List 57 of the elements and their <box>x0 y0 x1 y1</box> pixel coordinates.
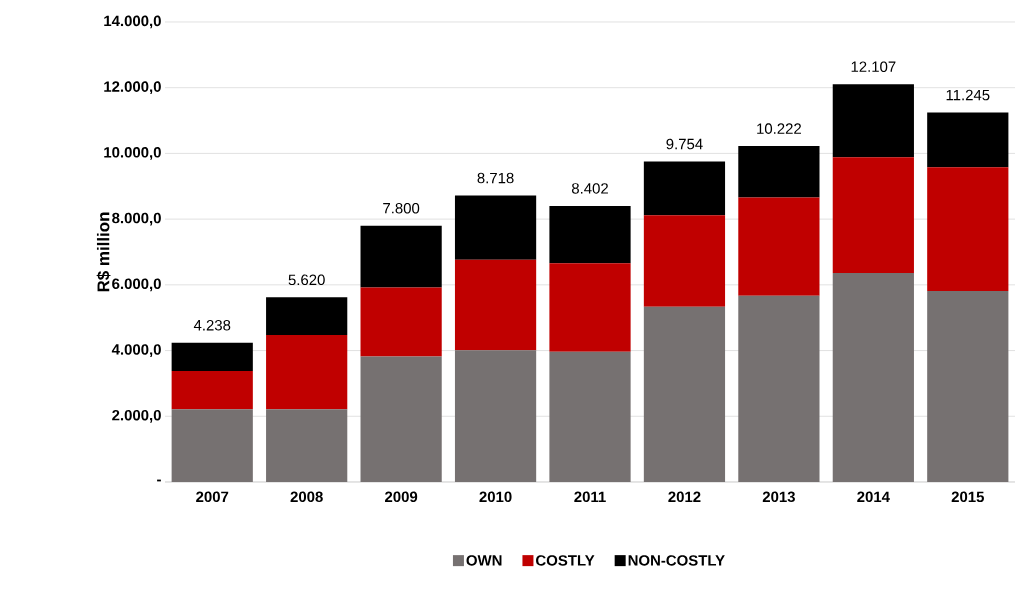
x-tick-label: 2011 <box>574 491 606 503</box>
x-tick-label: 2007 <box>196 491 229 503</box>
x-tick-label: 2015 <box>951 491 984 503</box>
y-tick-label: 8.000,0 <box>112 212 161 226</box>
legend-label: NON-COSTLY <box>628 555 725 566</box>
x-tick-label: 2009 <box>385 491 418 503</box>
bar <box>171 370 253 410</box>
bar <box>643 306 726 482</box>
total-label: 10.222 <box>757 123 801 134</box>
bar <box>927 291 1009 482</box>
bar <box>738 197 820 296</box>
bar <box>454 195 537 260</box>
x-tick-label: 2013 <box>762 491 795 503</box>
legend-label: OWN <box>466 555 502 566</box>
bar <box>549 205 631 264</box>
y-tick-label: - <box>157 479 161 482</box>
bar <box>454 259 537 351</box>
bar <box>832 273 914 482</box>
bar <box>171 409 253 482</box>
total-label: 5.620 <box>288 274 325 286</box>
bar <box>927 112 1009 168</box>
y-axis-title: R$ million <box>96 212 111 292</box>
bar <box>360 225 442 288</box>
bar <box>454 350 537 482</box>
bar <box>643 161 726 216</box>
bar <box>266 335 348 410</box>
total-label: 9.754 <box>666 138 703 150</box>
bar <box>549 263 631 352</box>
bar <box>549 351 631 482</box>
y-tick-label: 2.000,0 <box>112 409 161 423</box>
x-tick-label: 2014 <box>857 491 890 503</box>
total-label: 12.107 <box>851 61 896 72</box>
y-tick-label: 10.000,0 <box>104 147 161 160</box>
bar <box>643 215 726 307</box>
bar <box>832 84 914 158</box>
total-label: 11.245 <box>946 89 990 101</box>
bar <box>266 297 348 336</box>
y-tick-label: 4.000,0 <box>111 344 161 357</box>
total-label: 7.800 <box>383 202 420 214</box>
x-tick-label: 2008 <box>290 491 323 503</box>
y-tick-label: 14.000,0 <box>104 15 161 29</box>
bar <box>738 295 820 482</box>
bar <box>832 157 914 274</box>
bar <box>266 409 348 482</box>
x-tick-label: 2012 <box>668 491 701 503</box>
x-tick-label: 2010 <box>479 491 512 503</box>
y-tick-label: 12.000,0 <box>104 81 161 95</box>
legend-label: COSTLY <box>536 555 595 566</box>
bar <box>360 356 442 482</box>
bar <box>171 342 253 371</box>
total-label: 8.718 <box>477 172 514 184</box>
total-label: 8.402 <box>571 183 608 194</box>
y-tick-label: 6.000,0 <box>112 278 161 292</box>
bar <box>360 287 442 357</box>
total-label: 4.238 <box>193 319 231 331</box>
bar <box>738 146 820 198</box>
bar <box>927 167 1009 292</box>
